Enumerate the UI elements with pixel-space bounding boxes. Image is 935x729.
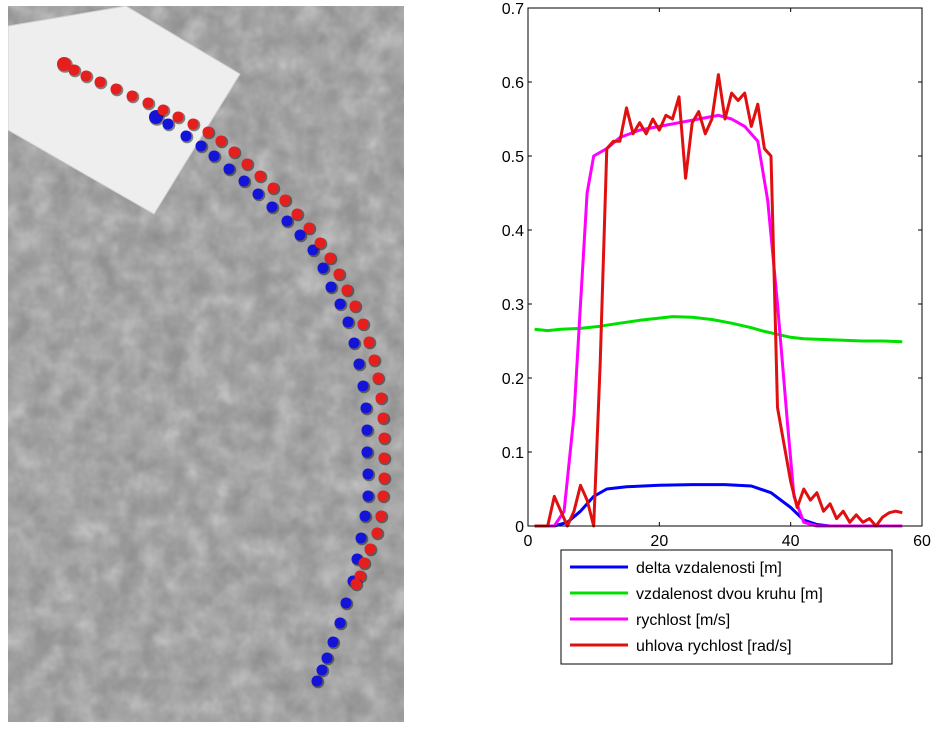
blue-marker-dot: [208, 150, 220, 162]
blue-marker-dot: [359, 510, 371, 522]
red-marker-dot: [378, 472, 390, 484]
x-tick-label: 60: [913, 533, 931, 550]
blue-marker-dot: [361, 424, 373, 436]
red-marker-dot: [94, 76, 106, 88]
red-marker-dot: [303, 222, 315, 234]
legend-label-4: uhlova rychlost [rad/s]: [636, 638, 792, 655]
red-marker-dot: [341, 284, 353, 296]
plot-frame: [527, 7, 923, 527]
red-marker-dot: [377, 412, 389, 424]
y-tick-label: 0.1: [502, 445, 524, 462]
red-marker-dot: [172, 111, 184, 123]
red-marker-dot: [126, 90, 138, 102]
blue-marker-dot: [162, 118, 174, 130]
red-marker-dot: [254, 170, 266, 182]
line-chart: 0 20 40 60 0 0.1 0.2 0.3 0.4 0.5 0.6 0.7 delta vzda…: [460, 0, 935, 724]
red-marker-dot: [187, 118, 199, 130]
y-tick-label: 0.4: [502, 223, 524, 240]
x-tick-label: 40: [782, 533, 800, 550]
blue-marker-dot: [180, 130, 192, 142]
blue-marker-dot: [360, 402, 372, 414]
red-marker-dot: [110, 83, 122, 95]
y-tick-label: 0.2: [502, 371, 524, 388]
red-marker-dot: [80, 70, 92, 82]
red-marker-track: [57, 57, 392, 592]
red-marker-dot: [241, 158, 253, 170]
series-line-3: [534, 113, 903, 528]
series-line-1: [541, 483, 896, 528]
blue-marker-dot: [334, 617, 346, 629]
red-marker-dot: [378, 452, 390, 464]
red-marker-dot: [279, 194, 291, 206]
red-marker-dot: [228, 146, 240, 158]
blue-marker-dot: [357, 380, 369, 392]
blue-marker-dot: [195, 140, 207, 152]
blue-marker-dot: [317, 262, 329, 274]
legend-label-2: vzdalenost dvou kruhu [m]: [636, 586, 823, 603]
red-marker-dot: [364, 543, 376, 555]
red-marker-dot: [375, 392, 387, 404]
red-marker-dot: [267, 182, 279, 194]
red-marker-dot: [350, 578, 362, 590]
blue-marker-dot: [223, 163, 235, 175]
red-marker-dot: [368, 354, 380, 366]
tracking-photo: [7, 5, 404, 722]
blue-marker-dot: [294, 229, 306, 241]
red-marker-dot: [324, 252, 336, 264]
red-marker-dot: [363, 336, 375, 348]
blue-marker-dot: [334, 298, 346, 310]
y-tick-label: 0: [515, 519, 524, 536]
legend-label-3: rychlost [m/s]: [636, 612, 730, 629]
blue-marker-dot: [348, 337, 360, 349]
red-marker-dot: [142, 97, 154, 109]
blue-marker-dot: [362, 490, 374, 502]
red-marker-dot: [375, 510, 387, 522]
blue-marker-dot: [355, 532, 367, 544]
series-line-4: [534, 73, 903, 528]
blue-marker-dot: [362, 468, 374, 480]
red-marker-dot: [291, 208, 303, 220]
red-marker-dot: [202, 126, 214, 138]
red-marker-dot: [371, 527, 383, 539]
red-marker-dot: [349, 300, 361, 312]
blue-marker-dot: [353, 358, 365, 370]
red-marker-dot: [68, 64, 80, 76]
blue-marker-dot: [266, 201, 278, 213]
blue-marker-dot: [340, 597, 352, 609]
blue-marker-dot: [325, 281, 337, 293]
series-line-2: [534, 315, 903, 344]
y-tick-label: 0.5: [502, 149, 524, 166]
red-marker-dot: [314, 237, 326, 249]
red-marker-dot: [57, 57, 71, 71]
y-tick-label: 0.7: [502, 1, 524, 18]
axis-ticks: 0 20 40 60 0 0.1 0.2 0.3 0.4 0.5 0.6 0.7: [502, 1, 931, 550]
x-tick-label: 20: [650, 533, 668, 550]
red-marker-dot: [372, 372, 384, 384]
line-chart-svg: 0 20 40 60 0 0.1 0.2 0.3 0.4 0.5 0.6 0.7 delta vzda…: [502, 1, 931, 665]
red-marker-dot: [157, 104, 169, 116]
red-marker-dot: [377, 490, 389, 502]
y-tick-label: 0.6: [502, 75, 524, 92]
tracking-photo-svg: [7, 5, 404, 722]
red-marker-dot: [333, 268, 345, 280]
blue-marker-dot: [281, 215, 293, 227]
blue-marker-dot: [311, 675, 323, 687]
legend: delta vzdalenosti [m] vzdalenost dvou kru…: [560, 549, 893, 665]
chart-series-lines: [534, 73, 903, 528]
red-marker-dot: [358, 557, 370, 569]
legend-label-1: delta vzdalenosti [m]: [636, 560, 782, 577]
y-tick-label: 0.3: [502, 297, 524, 314]
blue-marker-dot: [321, 652, 333, 664]
red-marker-dot: [215, 135, 227, 147]
red-marker-dot: [378, 432, 390, 444]
blue-marker-dot: [342, 316, 354, 328]
blue-marker-dot: [238, 175, 250, 187]
blue-marker-dot: [361, 446, 373, 458]
blue-marker-dot: [316, 664, 328, 676]
red-marker-dot: [357, 318, 369, 330]
blue-marker-dot: [252, 188, 264, 200]
blue-marker-dot: [327, 636, 339, 648]
x-tick-label: 0: [524, 533, 533, 550]
